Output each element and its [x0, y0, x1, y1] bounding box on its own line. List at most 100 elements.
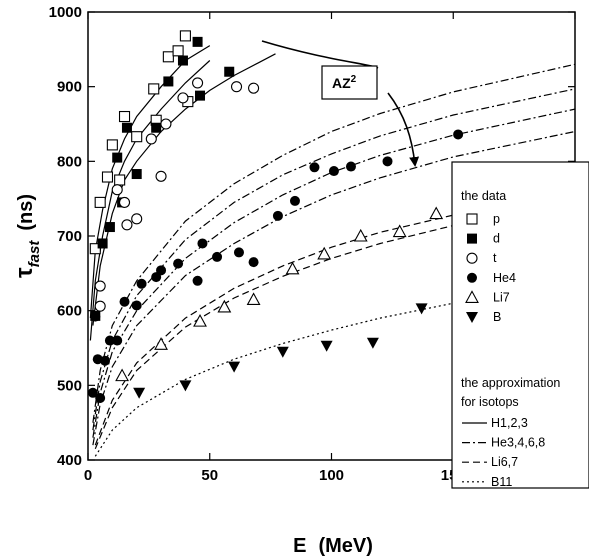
legend-label-h1-2-3: H1,2,3: [491, 416, 528, 430]
point-li7: [217, 299, 232, 313]
point-he4: [289, 195, 300, 206]
legend-label-b11: B11: [491, 475, 512, 489]
legend-item-h1-2-3: H1,2,3: [462, 416, 528, 430]
point-t: [160, 118, 172, 130]
legend-approx-title-line2: for isotops: [461, 395, 519, 409]
point-he4: [328, 166, 339, 177]
point-li7: [285, 261, 300, 275]
point-t: [248, 82, 260, 94]
series-li7: [115, 206, 444, 382]
annotation-label: AZ2: [332, 74, 357, 91]
point-he4: [119, 296, 130, 307]
curve-li6-7: [94, 190, 575, 446]
legend: the data pdt He4 Li7 B the approximation fo…: [451, 161, 589, 489]
point-d: [224, 66, 235, 77]
curve-he3-4-6-8: [92, 130, 575, 446]
point-t: [111, 184, 123, 196]
point-t: [94, 300, 106, 312]
point-li7: [353, 228, 368, 242]
y-tick-label: 500: [57, 377, 82, 394]
point-li7: [317, 246, 332, 260]
point-p: [162, 51, 174, 63]
legend-approx-title-line1: the approximation: [461, 376, 560, 390]
point-t: [145, 133, 157, 145]
legend-label-b: B: [493, 310, 501, 324]
point-d: [112, 152, 123, 163]
legend-item-t: t: [466, 251, 497, 265]
legend-label-he4: He4: [493, 271, 516, 285]
curve-h1-2-3: [89, 45, 211, 319]
point-d: [163, 76, 174, 87]
legend-item-b11: B11: [462, 475, 512, 489]
point-he4: [233, 247, 244, 258]
series-p: [89, 30, 194, 255]
y-tick-label: 1000: [49, 4, 82, 21]
point-he4: [104, 335, 115, 346]
y-tick-label: 400: [57, 452, 82, 469]
point-b: [366, 337, 379, 349]
point-d: [151, 122, 162, 133]
point-he4: [100, 355, 111, 366]
point-he4: [212, 251, 223, 262]
y-tick-label: 800: [57, 153, 82, 170]
point-he4: [197, 238, 208, 249]
x-tick-label: 0: [84, 467, 92, 484]
series-he4: [87, 129, 464, 404]
az2-annotation: AZ2: [261, 40, 420, 167]
curve-he3-4-6-8: [92, 88, 575, 431]
legend-item-he3-4-6-8: He3,4,6,8: [462, 436, 545, 450]
point-t: [131, 213, 143, 225]
point-p: [131, 131, 143, 143]
point-p: [118, 110, 131, 123]
point-he4: [309, 162, 320, 173]
point-b: [320, 340, 333, 352]
legend-label-t: t: [493, 251, 497, 265]
legend-item-p: p: [466, 212, 500, 226]
point-t: [94, 280, 106, 292]
series-b: [133, 303, 428, 399]
point-he4: [90, 311, 101, 322]
legend-label-li6-7: Li6,7: [491, 455, 518, 469]
legend-label-li7: Li7: [493, 290, 510, 304]
series-t: [94, 77, 260, 312]
point-p: [114, 174, 126, 186]
legend-marker-d: [467, 233, 477, 244]
legend-item-he4: He4: [467, 271, 516, 285]
point-p: [106, 139, 118, 151]
legend-marker-t: [466, 252, 478, 264]
legend-approx-items: H1,2,3 He3,4,6,8 Li6,7 B11: [462, 416, 545, 489]
point-d: [195, 90, 206, 101]
legend-item-d: d: [467, 232, 500, 246]
y-axis-title: τfast(ns): [11, 194, 43, 278]
legend-item-li6-7: Li6,7: [462, 455, 518, 469]
legend-data-title: the data: [461, 189, 506, 203]
point-b: [276, 346, 289, 358]
legend-marker-p: [466, 213, 478, 225]
point-li7: [154, 337, 168, 350]
annotation-arrow-curve: [261, 40, 379, 69]
x-axis-title: E (MeV): [293, 535, 373, 557]
y-tick-label: 700: [57, 228, 82, 245]
point-he4: [173, 258, 184, 269]
point-p: [179, 30, 191, 42]
point-b: [228, 361, 241, 373]
point-t: [118, 196, 131, 208]
curve-he3-4-6-8: [92, 108, 575, 438]
point-li7: [246, 292, 261, 306]
point-p: [101, 171, 114, 183]
point-he4: [248, 257, 259, 268]
x-tick-label: 50: [201, 467, 218, 484]
point-li7: [115, 368, 130, 382]
point-t: [155, 170, 167, 182]
y-tick-label: 600: [57, 303, 82, 320]
point-li7: [429, 206, 444, 220]
point-b: [179, 380, 192, 392]
annotation-box: [321, 65, 378, 100]
point-he4: [112, 335, 123, 346]
point-p: [94, 196, 106, 208]
point-t: [230, 81, 243, 93]
point-he4: [95, 393, 106, 404]
legend-label-he3-4-6-8: He3,4,6,8: [491, 436, 545, 450]
legend-marker-b: [466, 312, 478, 323]
